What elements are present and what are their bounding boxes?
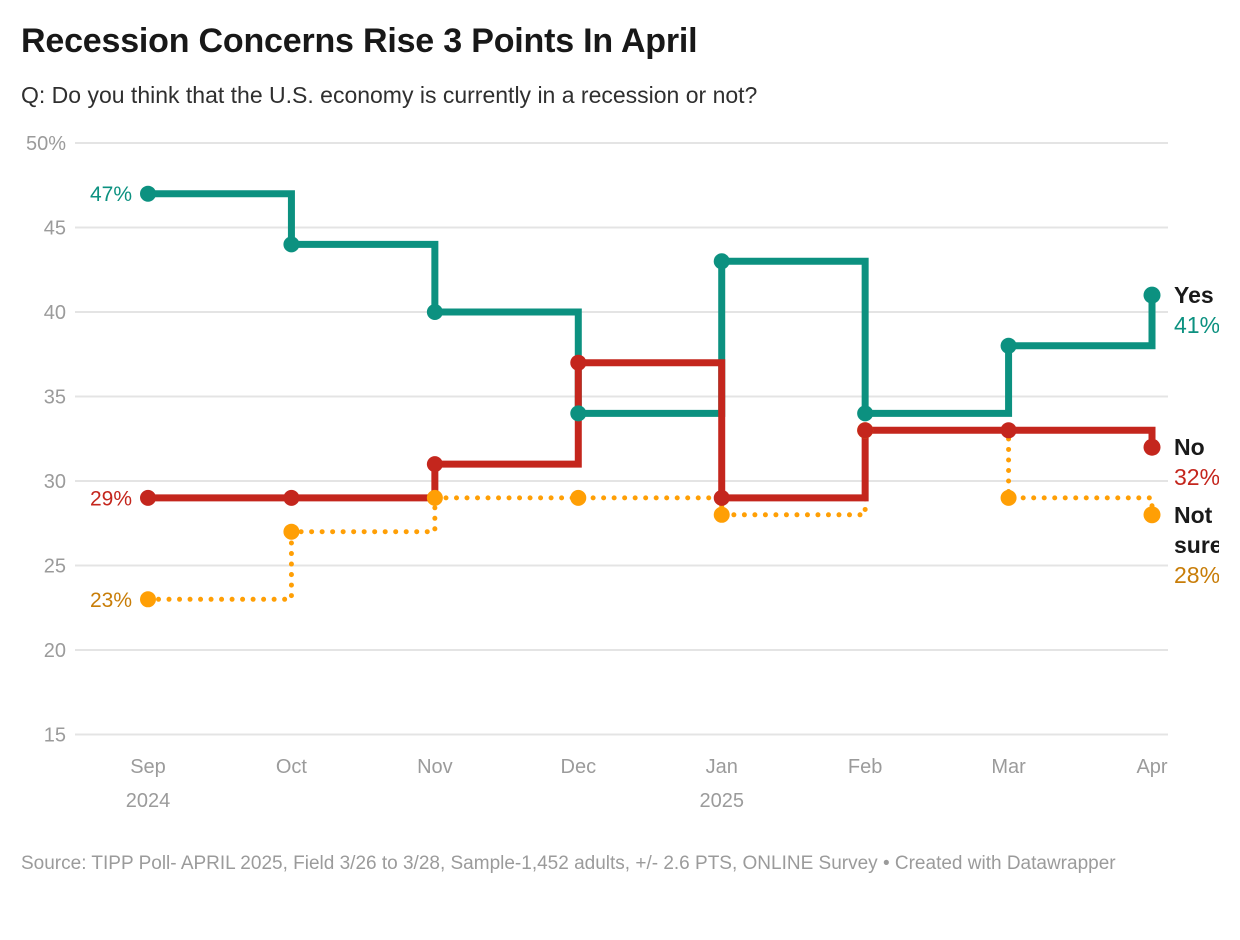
y-tick-label: 45 xyxy=(44,217,66,239)
legend-series-name: Not xyxy=(1174,502,1213,528)
data-point-dot xyxy=(713,489,730,506)
data-point-dot xyxy=(570,405,587,422)
legend-entry-yes: Yes 41% xyxy=(1174,282,1219,338)
y-tick-label: 40 xyxy=(44,302,66,324)
x-tick-year-label: 2025 xyxy=(699,790,744,812)
x-tick-label: Feb xyxy=(848,756,882,778)
start-value-label: 47% xyxy=(90,183,132,206)
data-point-dot xyxy=(857,422,874,439)
data-point-dot xyxy=(1000,422,1017,439)
x-tick-label: Nov xyxy=(417,756,453,778)
data-point-dot xyxy=(857,405,874,422)
y-tick-label: 35 xyxy=(44,386,66,408)
source-note: Source: TIPP Poll- APRIL 2025, Field 3/2… xyxy=(21,852,1116,874)
series-dots-yes xyxy=(140,185,1161,422)
x-tick-label: Dec xyxy=(561,756,597,778)
legend-entry-no: No 32% xyxy=(1174,434,1219,490)
start-value-label: 23% xyxy=(90,589,132,612)
x-tick-label: Apr xyxy=(1136,756,1167,778)
chart-title: Recession Concerns Rise 3 Points In Apri… xyxy=(21,22,698,60)
data-point-dot xyxy=(140,489,156,506)
data-point-dot xyxy=(140,185,156,202)
data-point-dot xyxy=(283,489,300,506)
data-point-dot xyxy=(713,506,730,523)
legend-series-name: Yes xyxy=(1174,282,1214,308)
data-point-dot xyxy=(570,354,587,371)
legend-end-value: 32% xyxy=(1174,464,1219,490)
y-tick-label: 25 xyxy=(44,555,66,577)
legend-entry-not-sure: Not sure 28% xyxy=(1174,502,1219,588)
chart-subtitle: Q: Do you think that the U.S. economy is… xyxy=(21,82,758,109)
legend-end-value: 41% xyxy=(1174,312,1219,338)
series-dots-not-sure xyxy=(140,422,1161,608)
data-point-dot xyxy=(426,303,443,320)
data-point-dot xyxy=(1143,506,1161,524)
y-tick-label: 50% xyxy=(26,133,66,155)
series-dots-no xyxy=(140,354,1161,506)
y-tick-label: 15 xyxy=(44,724,66,746)
x-tick-label: Mar xyxy=(991,756,1026,778)
data-point-dot xyxy=(1000,337,1017,354)
data-point-dot xyxy=(1000,489,1017,506)
legend-series-name: No xyxy=(1174,434,1205,460)
gridlines xyxy=(75,141,1168,736)
data-point-dot xyxy=(1143,438,1161,456)
data-point-dot xyxy=(570,489,587,506)
y-tick-label: 30 xyxy=(44,471,66,493)
data-point-dot xyxy=(283,236,300,253)
start-value-label: 29% xyxy=(90,487,132,510)
x-tick-label: Sep xyxy=(130,756,166,778)
legend-series-name: sure xyxy=(1174,532,1219,558)
legend-end-value: 28% xyxy=(1174,562,1219,588)
data-point-dot xyxy=(1143,286,1161,304)
x-tick-label: Jan xyxy=(706,756,738,778)
data-point-dot xyxy=(283,523,300,540)
data-point-dot xyxy=(713,253,730,270)
series-line-not-sure xyxy=(145,427,1155,602)
x-axis-labels: Sep 2024 Oct Nov Dec Jan 2025 Feb Mar Apr xyxy=(126,756,1168,812)
y-axis-labels: 15 20 25 30 35 40 45 50% xyxy=(26,133,66,747)
y-tick-label: 20 xyxy=(44,640,66,662)
data-point-dot xyxy=(426,456,443,473)
data-point-dot xyxy=(426,489,443,506)
x-tick-label: Oct xyxy=(276,756,308,778)
x-tick-year-label: 2024 xyxy=(126,790,171,812)
data-point-dot xyxy=(140,591,156,608)
